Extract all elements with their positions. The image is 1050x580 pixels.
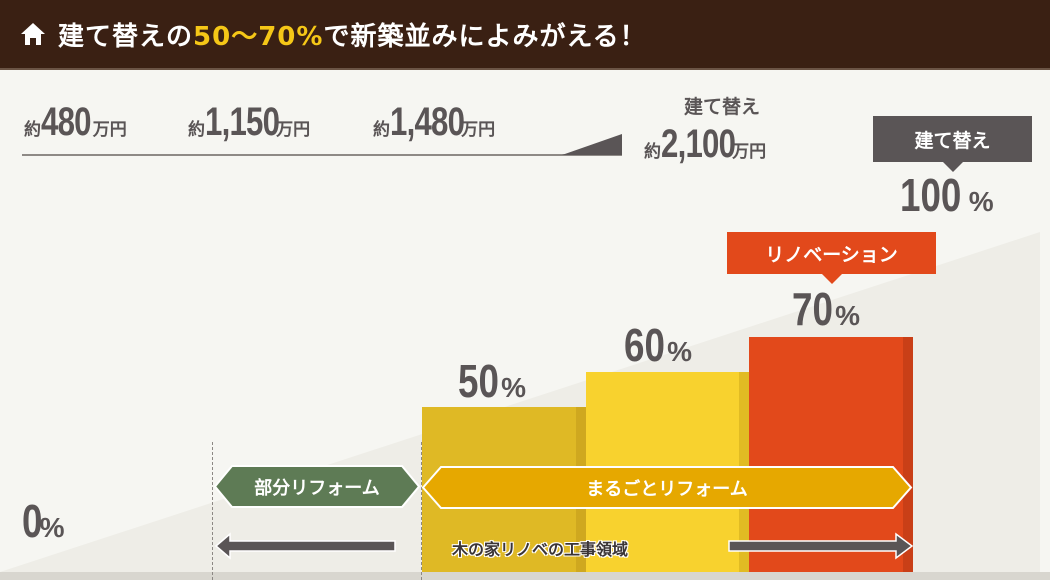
cost-axis-line [22,154,622,156]
cost-1480: 約1,480万円 [373,100,495,145]
percent-symbol: % [968,186,994,217]
cost-unit: 万円 [92,120,127,140]
cost-value: 2,100 [661,122,736,166]
percent-70: 70% [792,282,860,336]
cost-1150: 約1,150万円 [188,100,310,145]
percent-symbol: % [501,372,527,403]
cost-unit: 万円 [732,142,767,162]
rebuild-callout-label: 建て替え [914,129,991,152]
percent-number: 0 [22,495,43,547]
header-bar: 建て替えの50〜70%で新築並みによみがえる！ [0,0,1050,70]
title-highlight: 50〜70% [193,21,324,52]
divider-partial-start [212,442,213,580]
cost-unit: 万円 [461,120,496,140]
cost-prefix: 約 [373,120,390,140]
arrow-right-icon [728,532,914,560]
percent-symbol: % [835,300,861,331]
hexagon-shape [214,465,420,508]
partial-reform-text: 部分リフォーム [254,477,380,499]
percent-symbol: % [39,512,65,543]
chart-area: 約480 万円 約1,150万円 約1,480万円 建て替え 約2,100万円 建… [0,72,1050,580]
scope-label: 木の家リノベの工事領域 [452,540,629,559]
rebuild-callout: 建て替え [873,116,1032,172]
percent-number: 100 [900,169,962,221]
renovation-callout-label: リノベーション [765,243,898,266]
cost-value: 1,150 [205,100,280,144]
title-pre: 建て替えの [58,21,194,52]
cost-prefix: 約 [24,120,41,140]
full-reform-label: まるごとリフォーム [421,465,913,510]
cost-2100: 約2,100万円 [644,122,766,167]
cost-arrow-head [562,134,622,155]
divider-full-start [421,442,422,580]
rebuild-caption: 建て替え [684,96,761,118]
cost-value: 1,480 [390,100,465,144]
bar-70 [749,337,913,580]
renovation-callout: リノベーション [727,232,936,284]
bar-side [903,337,913,580]
percent-number: 70 [792,283,833,335]
home-icon [21,23,45,45]
percent-50: 50% [458,354,526,408]
cost-480: 約480 万円 [24,100,127,145]
floor-strip [0,572,1050,580]
arrow-left-icon [214,532,396,560]
title-post: で新築並みによみがえる！ [323,21,647,52]
partial-reform-label: 部分リフォーム [214,465,420,508]
percent-100: 100% [900,168,994,222]
cost-unit: 万円 [276,120,311,140]
percent-number: 60 [624,319,665,371]
cost-prefix: 約 [188,120,205,140]
page-title: 建て替えの50〜70%で新築並みによみがえる！ [58,16,647,53]
percent-0: 0% [22,494,65,548]
full-reform-text: まるごとリフォーム [586,478,748,500]
cost-prefix: 約 [644,142,661,162]
percent-symbol: % [667,336,693,367]
hexagon-shape [421,466,913,509]
cost-value: 480 [41,100,92,144]
percent-number: 50 [458,355,499,407]
percent-60: 60% [624,318,692,372]
